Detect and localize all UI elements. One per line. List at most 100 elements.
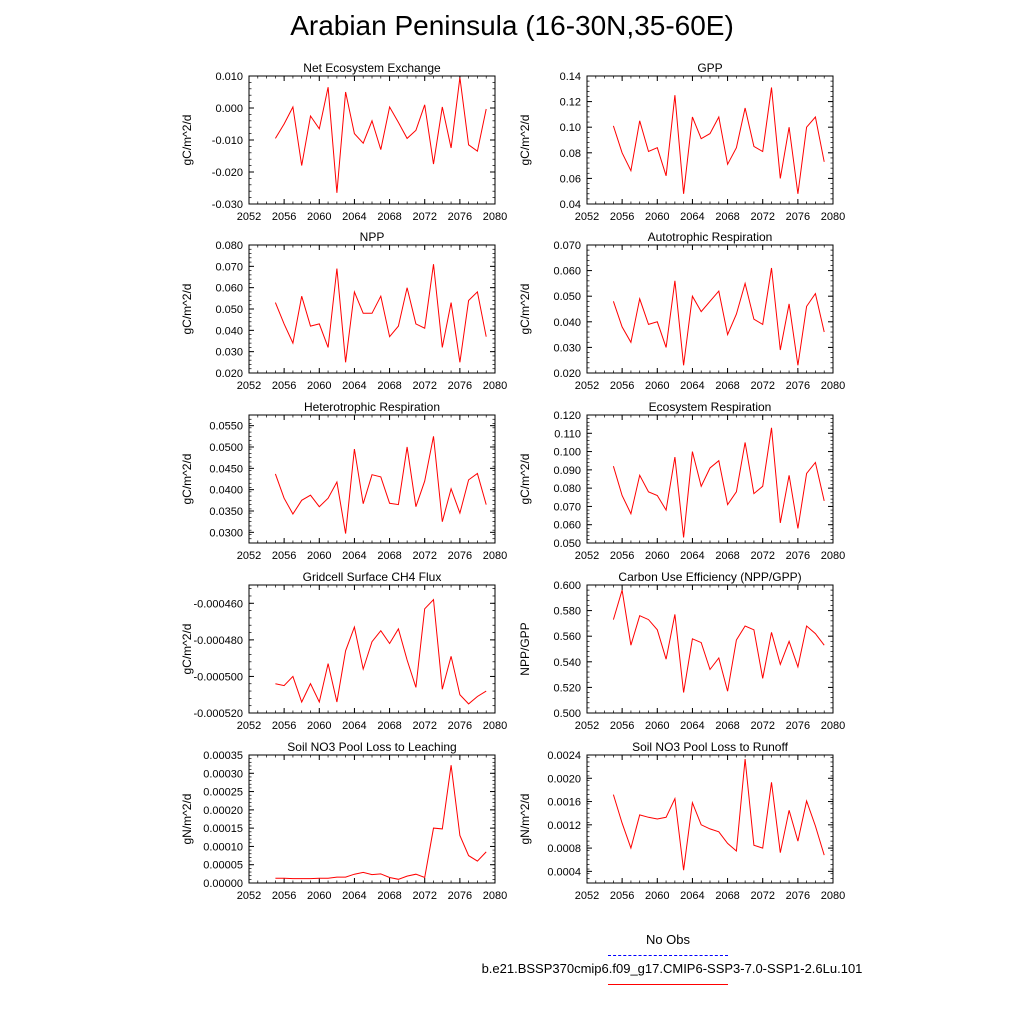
y-tick-label: 0.0450 [209,463,243,475]
x-tick-label: 2076 [448,890,472,902]
x-tick-label: 2056 [610,211,634,223]
y-tick-label: 0.0016 [547,797,581,809]
x-tick-label: 2072 [750,890,774,902]
panel-title: Ecosystem Respiration [649,400,772,414]
panel-4: Autotrophic Respiration gC/m^2/d 2052 2056 2… [518,230,845,392]
legend-obs-line [608,955,728,956]
x-tick-label: 2068 [715,890,739,902]
y-tick-label: 0.050 [215,304,243,316]
x-tick-label: 2052 [237,890,261,902]
y-tick-label: 0.0400 [209,485,243,497]
y-axis-label: NPP/GPP [518,622,532,675]
x-tick-label: 2068 [377,380,401,392]
series-line-1 [274,77,487,193]
x-tick-label: 2072 [412,380,436,392]
y-axis-label: gC/m^2/d [180,115,194,166]
legend-model-line [608,984,728,985]
y-axis-label: gN/m^2/d [180,794,194,845]
y-tick-label: 0.540 [553,657,581,669]
y-tick-label: 0.00000 [203,878,243,890]
y-tick-label: 0.12 [560,97,581,109]
x-tick-label: 2072 [412,720,436,732]
y-tick-label: 0.040 [553,317,581,329]
x-tick-label: 2064 [680,380,704,392]
x-tick-label: 2056 [272,890,296,902]
x-tick-label: 2080 [483,380,507,392]
y-tick-label: 0.0500 [209,442,243,454]
x-tick-label: 2060 [645,380,669,392]
y-tick-label: 0.070 [553,240,581,252]
x-tick-label: 2060 [307,211,331,223]
x-tick-label: 2064 [680,211,704,223]
x-tick-label: 2064 [342,380,366,392]
x-tick-label: 2064 [342,550,366,562]
x-tick-label: 2052 [575,380,599,392]
x-tick-label: 2052 [237,380,261,392]
x-tick-label: 2060 [307,720,331,732]
series-line-1 [275,598,487,705]
panel-title: GPP [697,61,722,75]
panel-title: Heterotrophic Respiration [304,400,440,414]
panel-9: Soil NO3 Pool Loss to Leaching gN/m^2/d 20… [180,740,507,902]
y-tick-label: 0.050 [553,538,581,550]
y-tick-label: 0.04 [560,199,581,211]
y-tick-label: 0.060 [553,266,581,278]
plot-frame [248,244,496,374]
panel-7: Gridcell Surface CH4 Flux gC/m^2/d 2052 205… [180,570,507,732]
x-tick-label: 2056 [610,380,634,392]
y-tick-label: 0.000 [215,103,243,115]
x-tick-label: 2076 [786,720,810,732]
x-tick-label: 2052 [575,720,599,732]
panel-6: Ecosystem Respiration gC/m^2/d 2052 2056 206… [518,400,845,562]
y-tick-label: 0.060 [553,520,581,532]
x-tick-label: 2072 [750,380,774,392]
y-axis-label: gC/m^2/d [180,454,194,505]
series-line-1 [612,759,825,871]
legend-model-label: b.e21.BSSP370cmip6.f09_g17.CMIP6-SSP3-7.… [481,961,863,976]
x-tick-label: 2056 [272,720,296,732]
x-tick-label: 2068 [377,720,401,732]
x-tick-label: 2060 [307,550,331,562]
y-axis-label: gC/m^2/d [518,115,532,166]
y-tick-label: 0.070 [215,261,243,273]
panel-title: NPP [360,230,385,244]
y-tick-label: 0.00015 [203,823,243,835]
panel-title: Autotrophic Respiration [648,230,773,244]
x-tick-label: 2068 [715,380,739,392]
y-tick-label: 0.00005 [203,860,243,872]
x-tick-label: 2052 [237,211,261,223]
series-line-1 [275,765,487,880]
plot-frame [248,414,496,544]
x-tick-label: 2076 [786,380,810,392]
x-tick-label: 2052 [237,550,261,562]
x-tick-label: 2068 [377,890,401,902]
x-tick-label: 2080 [821,380,845,392]
y-tick-label: 0.070 [553,501,581,513]
y-axis-label: gC/m^2/d [180,284,194,335]
y-tick-label: 0.520 [553,682,581,694]
x-tick-label: 2080 [821,720,845,732]
x-tick-label: 2068 [715,211,739,223]
y-tick-label: 0.0300 [209,527,243,539]
y-tick-label: 0.060 [215,283,243,295]
x-tick-label: 2064 [680,720,704,732]
y-tick-label: 0.14 [560,71,581,83]
panel-title: Gridcell Surface CH4 Flux [303,570,442,584]
x-tick-label: 2080 [821,550,845,562]
x-tick-label: 2068 [715,720,739,732]
x-tick-label: 2072 [750,720,774,732]
panel-title: Soil NO3 Pool Loss to Leaching [287,740,456,754]
x-tick-label: 2076 [448,550,472,562]
legend-obs-label: No Obs [645,932,691,947]
series-line-1 [612,427,825,538]
series-line-1 [612,87,825,194]
y-tick-label: 0.0024 [547,750,581,762]
panel-title: Net Ecosystem Exchange [303,61,441,75]
x-tick-label: 2060 [307,380,331,392]
y-tick-label: 0.00020 [203,805,243,817]
x-tick-label: 2068 [377,550,401,562]
x-tick-label: 2064 [680,550,704,562]
y-tick-label: 0.0008 [547,843,581,855]
series-line-1 [612,589,825,693]
